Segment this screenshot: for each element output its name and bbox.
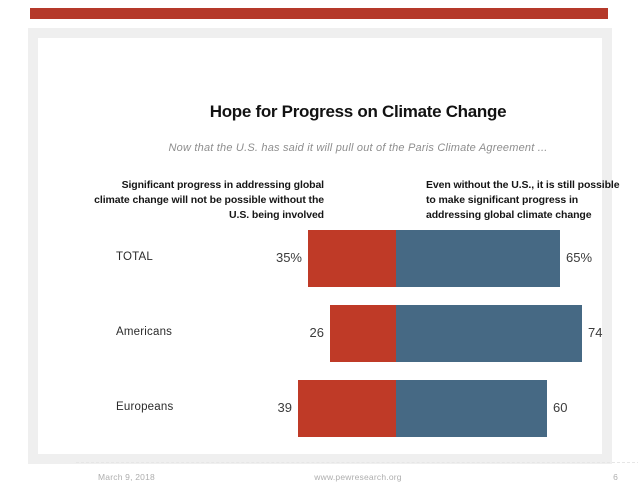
bar-value-left: 35% <box>275 249 302 265</box>
slide-frame: Hope for Progress on Climate Change Now … <box>28 28 638 482</box>
bar-value-right: 65% <box>566 249 593 265</box>
footer-page-number: 6 <box>613 472 618 482</box>
bar-value-right: 60 <box>553 399 568 415</box>
footer-divider <box>76 462 638 463</box>
bar-right-segment <box>396 230 560 287</box>
bar-value-left: 39 <box>277 399 292 415</box>
footer-site-url: www.pewresearch.org <box>314 472 402 482</box>
chart-subtitle: Now that the U.S. has said it will pull … <box>168 142 548 154</box>
bar-right-segment <box>396 305 582 362</box>
category-label: Americans <box>116 325 173 338</box>
bar-right-segment <box>396 380 547 437</box>
bar-value-left: 26 <box>309 324 324 340</box>
footer-date: March 9, 2018 <box>98 472 155 482</box>
category-label: TOTAL <box>116 250 153 263</box>
bar-left-segment <box>330 305 396 362</box>
legend-header-left: Significant progress in addressing globa… <box>94 179 324 221</box>
category-label: Europeans <box>116 400 174 413</box>
legend-header-right: Even without the U.S., it is still possi… <box>426 179 620 221</box>
bar-value-right: 74 <box>588 324 603 340</box>
chart-title: Hope for Progress on Climate Change <box>209 102 507 121</box>
top-accent-bar <box>30 8 608 19</box>
bar-left-segment <box>308 230 396 287</box>
bar-left-segment <box>298 380 396 437</box>
